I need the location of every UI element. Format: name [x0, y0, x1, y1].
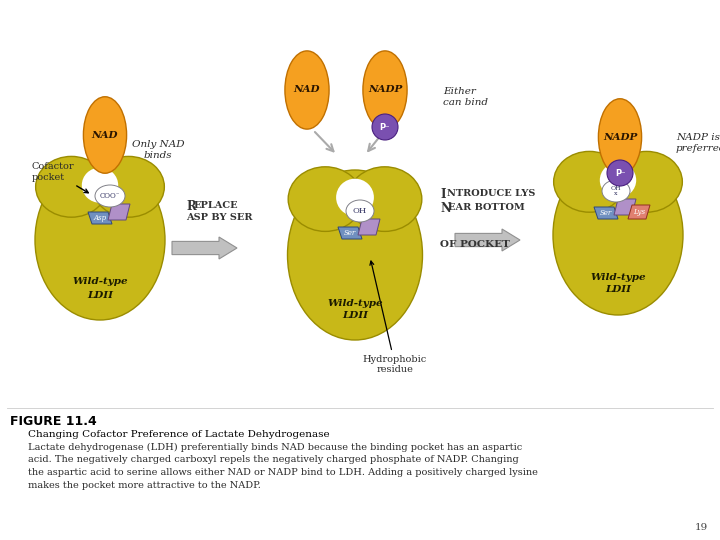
Ellipse shape — [82, 167, 118, 203]
Text: Ser: Ser — [600, 209, 612, 217]
Text: OH
x: OH x — [611, 186, 621, 197]
Polygon shape — [358, 219, 380, 235]
Text: NADP: NADP — [603, 132, 637, 141]
Text: Cofactor
pocket: Cofactor pocket — [32, 163, 89, 193]
Ellipse shape — [554, 151, 625, 212]
Text: ASP BY SER: ASP BY SER — [186, 213, 253, 222]
Text: makes the pocket more attractive to the NADP.: makes the pocket more attractive to the … — [28, 481, 261, 489]
Text: NADP: NADP — [368, 85, 402, 94]
FancyArrow shape — [455, 229, 520, 251]
Text: N: N — [440, 202, 451, 215]
Text: Changing Cofactor Preference of Lactate Dehydrogenase: Changing Cofactor Preference of Lactate … — [28, 430, 330, 439]
Ellipse shape — [346, 200, 374, 222]
Polygon shape — [108, 204, 130, 220]
Text: OF POCKET: OF POCKET — [440, 240, 510, 249]
Polygon shape — [594, 207, 618, 219]
Ellipse shape — [95, 185, 125, 207]
Polygon shape — [614, 199, 636, 215]
Ellipse shape — [84, 97, 127, 173]
Text: LDII: LDII — [342, 312, 368, 321]
Ellipse shape — [285, 51, 329, 129]
Text: R: R — [186, 200, 196, 213]
Text: NAD: NAD — [91, 131, 118, 139]
Circle shape — [607, 160, 633, 186]
Ellipse shape — [598, 99, 642, 176]
Text: EPLACE: EPLACE — [194, 201, 238, 210]
Text: the aspartic acid to serine allows either NAD or NADP bind to LDH. Adding a posi: the aspartic acid to serine allows eithe… — [28, 468, 538, 477]
Text: NAD: NAD — [294, 85, 320, 94]
Ellipse shape — [602, 180, 630, 202]
Ellipse shape — [611, 151, 683, 212]
Text: FIGURE 11.4: FIGURE 11.4 — [10, 415, 96, 428]
Text: LDII: LDII — [605, 286, 631, 294]
Circle shape — [372, 114, 398, 140]
Text: 19: 19 — [695, 523, 708, 532]
Ellipse shape — [348, 167, 422, 232]
Text: P⁻: P⁻ — [379, 123, 390, 132]
Text: Wild-type: Wild-type — [72, 278, 128, 287]
Text: Hydrophobic
residue: Hydrophobic residue — [363, 261, 427, 374]
Text: Ser: Ser — [344, 229, 356, 237]
Polygon shape — [338, 227, 362, 239]
Ellipse shape — [35, 160, 165, 320]
Text: Wild-type: Wild-type — [590, 273, 646, 281]
Text: Asp: Asp — [94, 214, 107, 222]
Ellipse shape — [287, 170, 423, 340]
Ellipse shape — [36, 157, 107, 217]
Text: COO⁻: COO⁻ — [100, 192, 120, 200]
Text: acid. The negatively charged carboxyl repels the negatively charged phosphate of: acid. The negatively charged carboxyl re… — [28, 456, 518, 464]
Text: LDII: LDII — [87, 291, 113, 300]
Text: NTRODUCE LYS: NTRODUCE LYS — [447, 189, 536, 198]
Ellipse shape — [336, 179, 374, 216]
Polygon shape — [628, 205, 650, 219]
Text: Either
can bind: Either can bind — [443, 87, 488, 107]
Ellipse shape — [93, 157, 164, 217]
Ellipse shape — [553, 155, 683, 315]
Text: EAR BOTTOM: EAR BOTTOM — [448, 203, 525, 212]
Text: Only NAD
binds: Only NAD binds — [132, 140, 184, 160]
Text: I: I — [440, 188, 446, 201]
Text: NADP is
preferred: NADP is preferred — [676, 133, 720, 153]
Ellipse shape — [288, 167, 362, 232]
Ellipse shape — [600, 163, 636, 198]
Text: OH: OH — [353, 207, 367, 215]
FancyArrow shape — [172, 237, 237, 259]
Text: Lactate dehydrogenase (LDH) preferentially binds NAD because the binding pocket : Lactate dehydrogenase (LDH) preferential… — [28, 443, 522, 452]
Ellipse shape — [363, 51, 407, 129]
Text: P⁻: P⁻ — [615, 168, 625, 178]
Text: Lys: Lys — [633, 208, 645, 216]
Text: Wild-type: Wild-type — [327, 299, 383, 307]
Polygon shape — [88, 212, 112, 224]
